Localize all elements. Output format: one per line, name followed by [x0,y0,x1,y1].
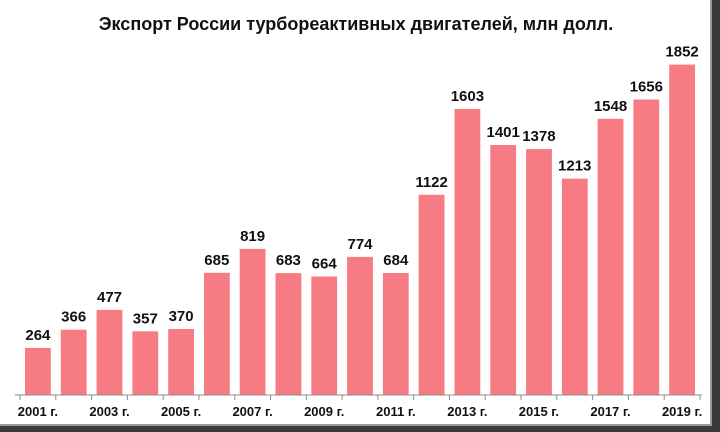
bar-2017 [597,118,624,396]
value-label: 684 [383,252,409,269]
x-tick-label: 2009 г. [304,404,344,419]
value-label: 1213 [558,158,591,175]
x-ticks-group: 2001 г. 2003 г. 2005 г. 2007 г. 2009 г. 2011 … [18,395,702,419]
value-label: 1852 [665,44,698,61]
bar-2002 [60,329,87,395]
value-label: 685 [204,252,229,269]
x-tick-label: 2015 г. [519,404,559,419]
bar-2009 [311,276,338,395]
value-label: 370 [169,308,194,325]
bar-2018 [633,99,660,395]
bar-2004 [132,331,159,395]
x-tick-label: 2003 г. [89,404,129,419]
bar-2007 [239,248,266,395]
bar-2014 [490,145,517,395]
value-label: 664 [312,256,338,273]
bar-2003 [96,309,123,395]
x-tick-label: 2017 г. [590,404,630,419]
value-label: 1378 [522,128,555,145]
value-label: 1603 [451,88,484,105]
bar-2006 [204,272,230,395]
bar-2013 [454,109,481,395]
bar-2011 [382,273,409,395]
bar-2008 [275,273,302,395]
value-label: 774 [347,236,373,253]
x-tick-label: 2013 г. [447,404,487,419]
value-label: 366 [61,309,86,326]
bar-2001 [25,347,51,395]
value-label: 1401 [487,124,520,141]
bar-2015 [526,149,552,395]
value-label: 1548 [594,98,627,115]
bar-2019 [669,64,695,395]
value-labels-group: 264 366 477 357 370 685 819 683 664 774 684 1122 160… [25,44,698,344]
x-tick-label: 2011 г. [376,404,416,419]
value-label: 1656 [630,79,663,96]
x-tick-label: 2005 г. [161,404,201,419]
value-label: 683 [276,252,301,269]
x-tick-label: 2001 г. [18,404,58,419]
bar-2012 [418,194,445,395]
value-label: 264 [25,327,51,344]
x-tick-label: 2019 г. [662,404,702,419]
bar-2005 [168,329,194,395]
x-tick-label: 2007 г. [232,404,272,419]
value-label: 819 [240,228,265,245]
chart-title: Экспорт России турбореактивных двигателе… [98,14,614,34]
value-label: 1122 [415,174,448,191]
value-label: 357 [133,310,158,327]
bars-group [25,64,695,396]
bar-2010 [347,256,373,395]
value-label: 477 [97,289,122,306]
bar-2016 [561,178,588,395]
